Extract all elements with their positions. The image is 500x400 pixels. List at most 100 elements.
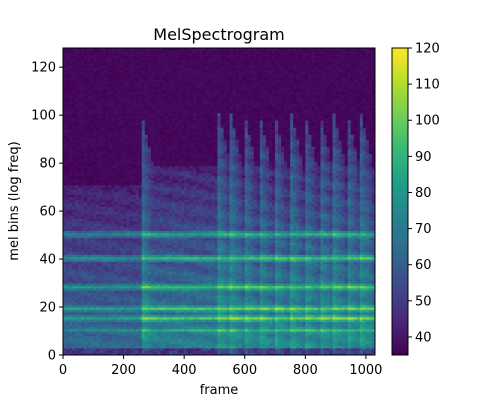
- heatmap-cell: [75, 345, 79, 349]
- heatmap-cell: [150, 179, 155, 183]
- heatmap-cell: [111, 103, 116, 107]
- heatmap-cell: [84, 285, 88, 289]
- heatmap-cell: [72, 287, 76, 291]
- heatmap-cell: [114, 309, 119, 313]
- heatmap-cell: [108, 98, 113, 102]
- heatmap-cell: [108, 275, 113, 279]
- heatmap-cell: [150, 227, 155, 231]
- heatmap-cell: [111, 191, 116, 195]
- heatmap-cell: [75, 184, 79, 188]
- heatmap-cell: [144, 239, 149, 243]
- heatmap-cell: [63, 323, 67, 327]
- heatmap-cell: [114, 328, 119, 332]
- heatmap-cell: [81, 199, 85, 203]
- heatmap-cell: [144, 119, 149, 123]
- heatmap-cell: [87, 88, 91, 92]
- heatmap-cell: [84, 179, 88, 183]
- heatmap-cell: [129, 237, 134, 241]
- heatmap-cell: [108, 328, 113, 332]
- heatmap-cell: [78, 184, 82, 188]
- heatmap-cell: [87, 74, 91, 78]
- heatmap-cell: [147, 139, 152, 143]
- heatmap-cell: [63, 331, 67, 335]
- heatmap-cell: [111, 196, 116, 200]
- heatmap-cell: [129, 163, 134, 167]
- heatmap-cell: [135, 345, 140, 349]
- heatmap-cell: [72, 52, 76, 56]
- heatmap-cell: [84, 307, 88, 311]
- heatmap-cell: [144, 131, 149, 135]
- heatmap-cell: [105, 69, 110, 73]
- heatmap-cell: [126, 95, 131, 99]
- heatmap-cell: [81, 247, 85, 251]
- heatmap-cell: [132, 103, 137, 107]
- heatmap-cell: [114, 345, 119, 349]
- heatmap-cell: [117, 98, 122, 102]
- heatmap-cell: [102, 275, 107, 279]
- heatmap-cell: [147, 218, 152, 222]
- heatmap-cell: [138, 199, 143, 203]
- heatmap-cell: [90, 201, 94, 205]
- heatmap-cell: [111, 275, 116, 279]
- heatmap-cell: [123, 280, 128, 284]
- heatmap-cell: [102, 194, 107, 198]
- heatmap-cell: [105, 295, 110, 299]
- heatmap-cell: [123, 196, 128, 200]
- heatmap-cell: [120, 290, 125, 294]
- heatmap-cell: [150, 100, 155, 104]
- heatmap-cell: [129, 345, 134, 349]
- heatmap-cell: [87, 273, 91, 277]
- heatmap-cell: [126, 91, 131, 95]
- heatmap-cell: [117, 129, 122, 133]
- heatmap-cell: [138, 57, 143, 61]
- heatmap-cell: [102, 323, 107, 327]
- heatmap-cell: [141, 93, 146, 97]
- heatmap-cell: [99, 314, 103, 318]
- heatmap-cell: [66, 278, 70, 282]
- heatmap-cell: [123, 141, 128, 145]
- heatmap-cell: [111, 79, 116, 83]
- heatmap-cell: [129, 134, 134, 138]
- heatmap-cell: [63, 256, 67, 260]
- heatmap-cell: [135, 196, 140, 200]
- heatmap-cell: [63, 316, 67, 320]
- heatmap-cell: [72, 340, 76, 344]
- heatmap-cell: [81, 307, 85, 311]
- heatmap-cell: [75, 50, 79, 54]
- heatmap-cell: [78, 79, 82, 83]
- heatmap-cell: [99, 62, 103, 66]
- heatmap-cell: [123, 194, 128, 198]
- heatmap-cell: [129, 127, 134, 131]
- heatmap-cell: [102, 247, 107, 251]
- heatmap-cell: [105, 52, 110, 56]
- heatmap-cell: [111, 350, 116, 354]
- heatmap-cell: [102, 165, 107, 169]
- heatmap-cell: [138, 201, 143, 205]
- heatmap-cell: [93, 254, 97, 258]
- heatmap-cell: [81, 124, 85, 128]
- heatmap-cell: [93, 220, 97, 224]
- heatmap-cell: [96, 115, 100, 119]
- heatmap-cell: [147, 251, 152, 255]
- heatmap-cell: [75, 110, 79, 114]
- heatmap-cell: [126, 62, 131, 66]
- heatmap-cell: [69, 88, 73, 92]
- heatmap-cell: [105, 266, 110, 270]
- heatmap-cell: [102, 143, 107, 147]
- heatmap-cell: [141, 155, 146, 159]
- heatmap-cell: [147, 271, 152, 275]
- heatmap-cell: [90, 311, 94, 315]
- heatmap-cell: [132, 333, 137, 337]
- heatmap-cell: [102, 91, 107, 95]
- heatmap-cell: [138, 285, 143, 289]
- heatmap-cell: [129, 280, 134, 284]
- heatmap-cell: [129, 350, 134, 354]
- heatmap-cell: [144, 280, 149, 284]
- heatmap-cell: [78, 244, 82, 248]
- heatmap-cell: [105, 299, 110, 303]
- heatmap-cell: [105, 189, 110, 193]
- heatmap-cell: [90, 117, 94, 121]
- heatmap-cell: [114, 187, 119, 191]
- heatmap-cell: [102, 335, 107, 339]
- heatmap-cell: [90, 81, 94, 85]
